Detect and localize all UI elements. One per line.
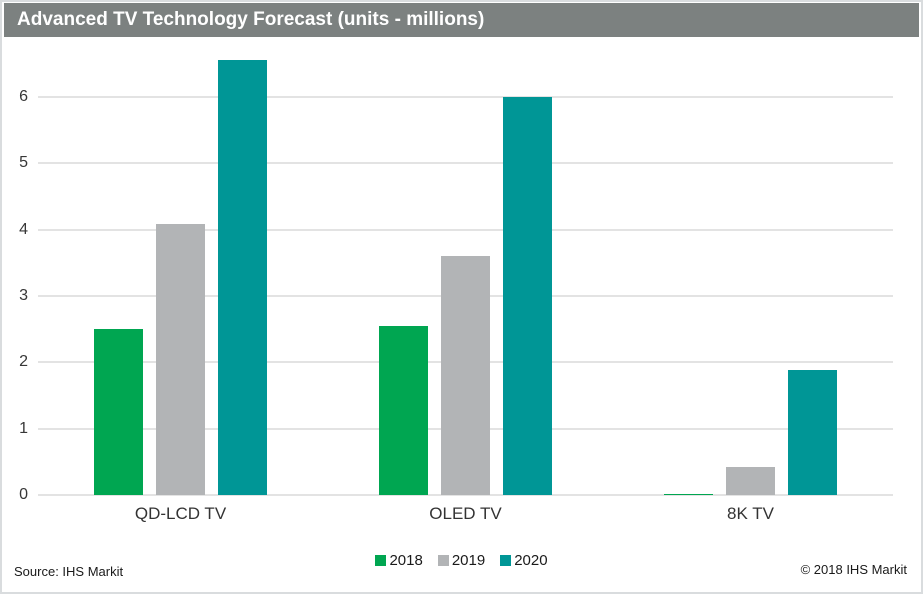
legend-label-2020: 2020 [514, 552, 548, 569]
category-label-oled-tv: OLED TV [429, 504, 502, 523]
x-axis-category-labels: QD-LCD TV OLED TV 8K TV [38, 504, 893, 524]
legend: 2018 2019 2020 [2, 552, 921, 569]
y-tick-label-0: 0 [19, 486, 28, 503]
category-label-qd-lcd-tv: QD-LCD TV [134, 504, 227, 523]
y-tick-label-4: 4 [19, 220, 28, 238]
y-axis: 0 1 2 3 4 5 6 [2, 45, 32, 503]
y-tick-label-3: 3 [19, 286, 28, 304]
legend-swatch-2020 [500, 555, 512, 566]
bar-2019-qd-lcd-tv [156, 224, 205, 495]
legend-item-2020: 2020 [500, 552, 548, 569]
bar-2020-8k-tv [788, 370, 837, 495]
y-tick-label-6: 6 [19, 87, 28, 105]
source-note: Source: IHS Markit [14, 564, 124, 579]
legend-item-2018: 2018 [375, 552, 423, 569]
bar-2019-oled-tv [441, 256, 490, 495]
y-tick-label-5: 5 [19, 154, 28, 172]
plot-area [38, 45, 893, 496]
legend-label-2019: 2019 [451, 552, 486, 569]
bar-2019-8k-tv [726, 467, 775, 495]
legend-label-2018: 2018 [389, 552, 423, 569]
gridline-y-4 [38, 228, 893, 231]
copyright-note: © 2018 IHS Markit [800, 562, 907, 577]
bar-group-qd-lcd-tv [38, 45, 323, 495]
bar-group-8k-tv [608, 45, 893, 495]
chart-title-bar: Advanced TV Technology Forecast (units -… [4, 3, 919, 37]
bar-2018-8k-tv [664, 494, 713, 495]
legend-swatch-2019 [437, 555, 449, 566]
bar-2018-oled-tv [379, 326, 428, 495]
bar-2018-qd-lcd-tv [94, 329, 143, 495]
category-label-8k-tv: 8K TV [727, 504, 774, 523]
legend-swatch-2018 [375, 555, 387, 566]
gridline-y-0 [38, 494, 893, 496]
legend-item-2019: 2019 [437, 552, 486, 569]
bar-2020-oled-tv [503, 97, 552, 495]
gridline-y-5 [38, 162, 893, 165]
gridline-y-6 [38, 95, 893, 98]
y-tick-label-2: 2 [19, 353, 28, 371]
y-tick-label-1: 1 [19, 419, 28, 437]
chart-title: Advanced TV Technology Forecast (units -… [17, 9, 485, 30]
bar-2020-qd-lcd-tv [218, 60, 267, 495]
bar-group-oled-tv [323, 45, 608, 495]
